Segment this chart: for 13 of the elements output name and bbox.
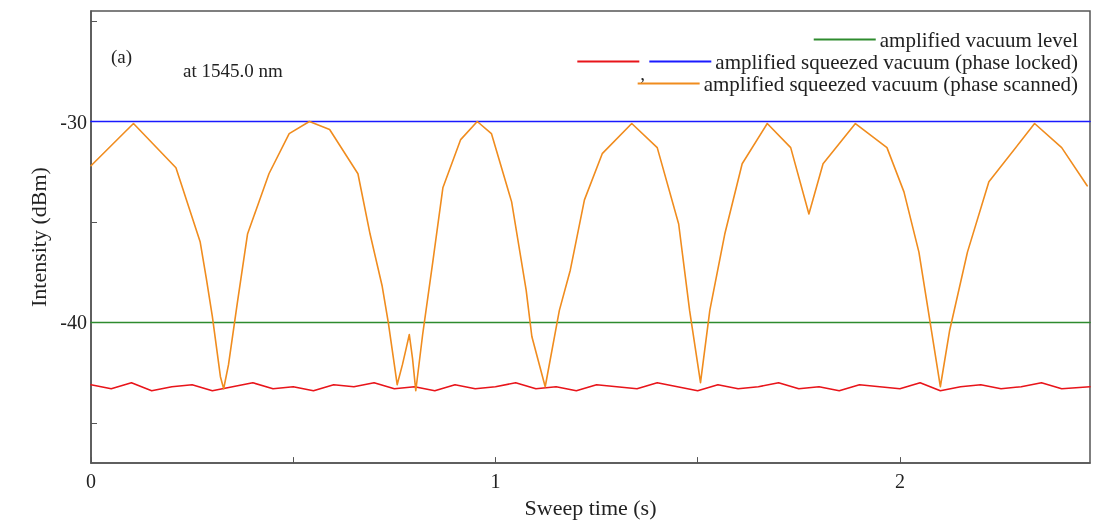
annotation: at 1545.0 nm (183, 60, 283, 81)
y-tick-label: -30 (60, 110, 87, 133)
line-series (90, 381, 1091, 392)
y-axis-title: Intensity (dBm) (25, 167, 51, 308)
line-series (90, 120, 1088, 392)
annotation: (a) (111, 46, 133, 68)
x-tick-label: 0 (86, 470, 96, 493)
annotation: , (640, 62, 646, 84)
x-tick-label: 2 (894, 470, 905, 493)
legend-label: amplified vacuum level (879, 27, 1079, 52)
y-tick-label: -40 (60, 311, 87, 334)
x-axis-title: Sweep time (s) (524, 494, 657, 520)
x-tick-label: 1 (490, 470, 501, 493)
